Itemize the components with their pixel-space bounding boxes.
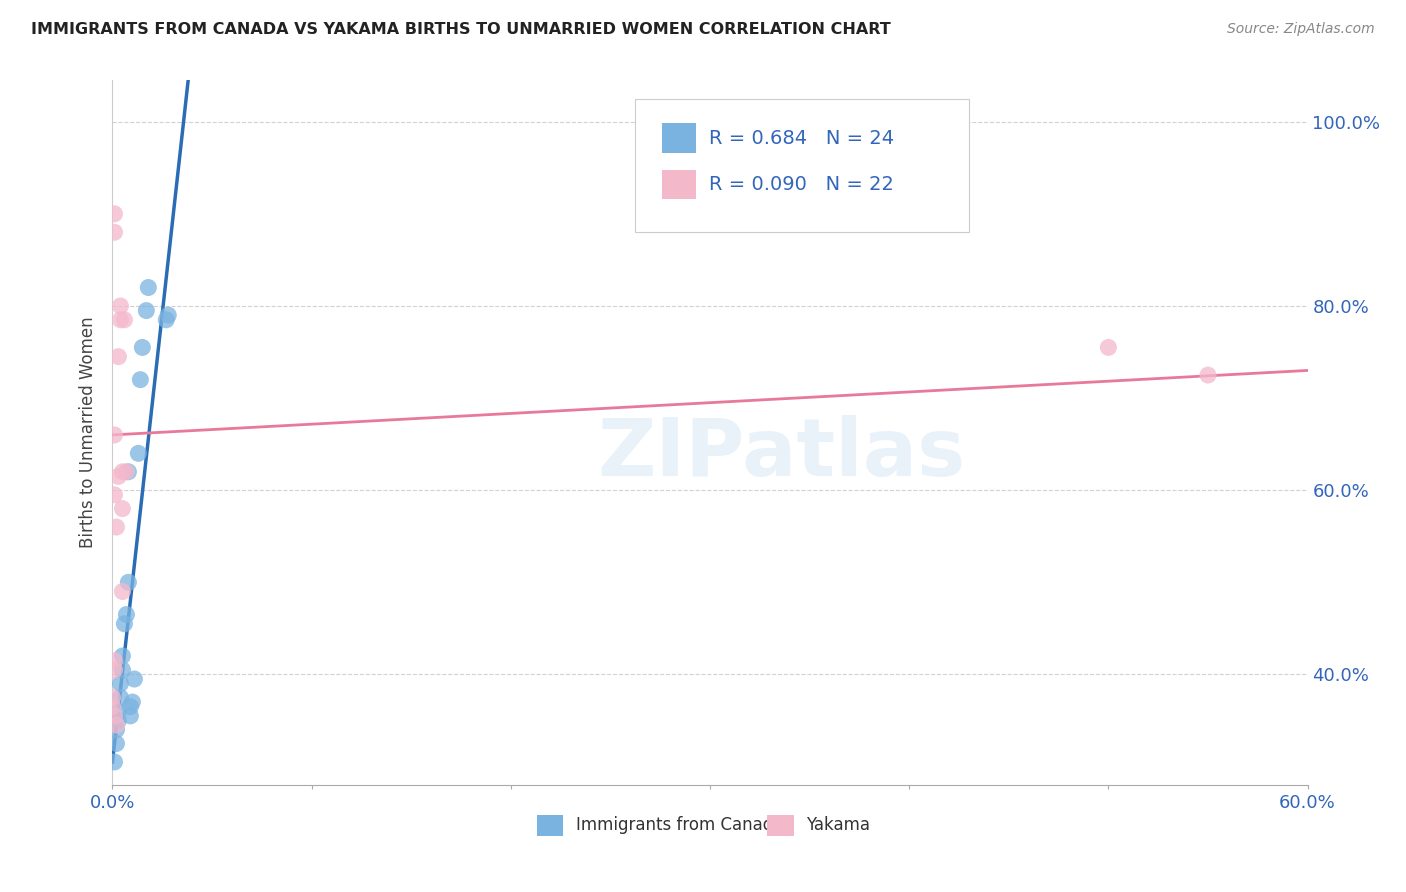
Point	[110, 690, 132, 705]
Point	[120, 699, 142, 714]
Text: R = 0.090   N = 22: R = 0.090 N = 22	[709, 175, 894, 194]
Point	[105, 723, 128, 737]
Point	[135, 303, 157, 318]
Point	[107, 704, 129, 718]
Point	[117, 575, 139, 590]
FancyBboxPatch shape	[662, 169, 696, 200]
FancyBboxPatch shape	[768, 814, 794, 836]
Point	[1197, 368, 1219, 382]
Point	[120, 709, 142, 723]
Point	[105, 718, 128, 732]
FancyBboxPatch shape	[634, 99, 969, 232]
Point	[101, 699, 124, 714]
Point	[107, 350, 129, 364]
Text: ZIPatlas: ZIPatlas	[598, 415, 966, 492]
Point	[103, 709, 125, 723]
Point	[105, 520, 128, 534]
Point	[115, 465, 138, 479]
Point	[117, 465, 139, 479]
Point	[110, 676, 132, 690]
Point	[110, 299, 132, 313]
Point	[127, 446, 149, 460]
Point	[103, 225, 125, 239]
Point	[111, 501, 134, 516]
Point	[103, 654, 125, 668]
Text: R = 0.684   N = 24: R = 0.684 N = 24	[709, 128, 894, 147]
Y-axis label: Births to Unmarried Women: Births to Unmarried Women	[79, 317, 97, 549]
FancyBboxPatch shape	[537, 814, 562, 836]
Point	[103, 755, 125, 769]
Text: Yakama: Yakama	[806, 816, 870, 834]
Point	[138, 280, 160, 294]
Point	[115, 607, 138, 622]
Point	[129, 373, 152, 387]
Point	[103, 663, 125, 677]
Point	[114, 616, 135, 631]
Point	[155, 312, 177, 326]
Point	[111, 663, 134, 677]
Point	[103, 428, 125, 442]
Point	[107, 469, 129, 483]
Point	[105, 737, 128, 751]
FancyBboxPatch shape	[662, 123, 696, 153]
Point	[110, 312, 132, 326]
Point	[131, 340, 153, 354]
Point	[121, 695, 143, 709]
Point	[111, 584, 134, 599]
Point	[107, 714, 129, 728]
Point	[101, 690, 124, 705]
Point	[124, 672, 146, 686]
Text: IMMIGRANTS FROM CANADA VS YAKAMA BIRTHS TO UNMARRIED WOMEN CORRELATION CHART: IMMIGRANTS FROM CANADA VS YAKAMA BIRTHS …	[31, 22, 890, 37]
Point	[114, 312, 135, 326]
Point	[157, 308, 180, 322]
Text: Source: ZipAtlas.com: Source: ZipAtlas.com	[1227, 22, 1375, 37]
Text: Immigrants from Canada: Immigrants from Canada	[576, 816, 783, 834]
Point	[1097, 340, 1119, 354]
Point	[103, 488, 125, 502]
Point	[111, 465, 134, 479]
Point	[103, 207, 125, 221]
Point	[111, 648, 134, 663]
